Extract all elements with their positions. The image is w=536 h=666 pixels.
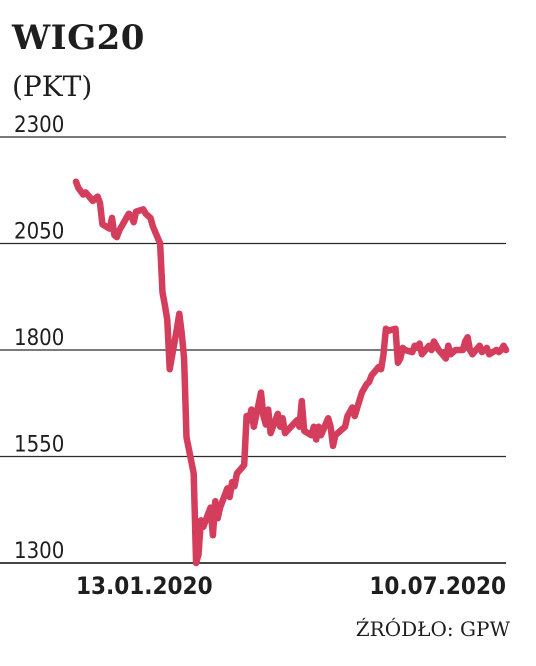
x-tick-label: 10.07.2020 [369,572,506,600]
series-line-wig20 [72,178,510,567]
y-tick-label: 1300 [14,539,64,564]
y-tick-label: 1800 [14,326,64,351]
series-layer [72,178,510,567]
chart-title: WIG20 [12,18,145,58]
y-tick-label: 1550 [14,433,64,458]
source-note: ŹRÓDŁO: GPW [355,617,510,641]
x-axis-tick-labels: 13.01.2020 10.07.2020 [76,572,506,600]
chart-unit-label: (PKT) [12,70,93,103]
y-tick-label: 2300 [14,113,64,138]
y-axis-tick-labels: 2300 2050 1800 1550 1300 [14,113,64,564]
y-tick-label: 2050 [14,220,64,245]
x-tick-label: 13.01.2020 [76,572,213,600]
